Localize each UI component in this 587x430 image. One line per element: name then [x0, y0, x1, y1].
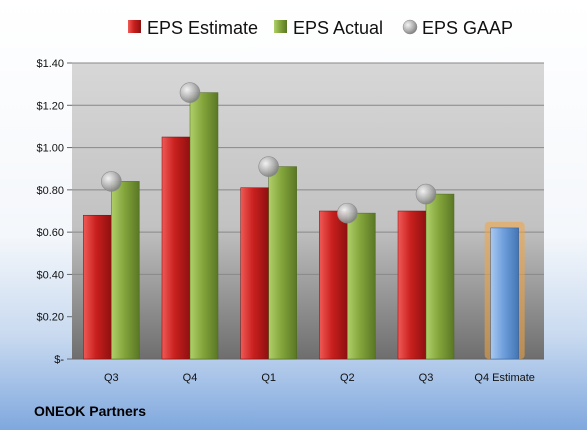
y-tick-label: $0.40	[36, 269, 64, 281]
legend-label: EPS GAAP	[422, 18, 513, 38]
bars	[83, 82, 525, 360]
legend-swatch	[402, 19, 418, 35]
point-eps-gaap	[415, 183, 437, 205]
point-eps-gaap	[179, 82, 201, 103]
bar-eps-estimate	[161, 136, 191, 360]
x-tick-label: Q2	[340, 372, 355, 384]
bar-eps-estimate	[397, 210, 427, 360]
bar-eps-actual	[268, 166, 297, 360]
plot-area	[72, 63, 544, 359]
x-tick-label: Q3	[104, 372, 119, 384]
bar-eps-actual	[189, 92, 219, 360]
legend-label: EPS Actual	[293, 18, 383, 38]
x-tick-label: Q4	[183, 372, 198, 384]
legend-label: EPS Estimate	[147, 18, 258, 38]
legend: EPS Estimate EPS Actual EPS GAAP	[128, 18, 513, 38]
x-axis-ticks: Q3 Q4 Q1 Q2 Q3 Q4 Estimate	[104, 372, 535, 384]
y-tick-label: $0.60	[36, 227, 64, 239]
legend-swatch	[274, 20, 287, 33]
gridlines	[72, 62, 544, 360]
y-tick-label: $-	[54, 354, 64, 366]
x-tick-label: Q4 Estimate	[474, 372, 535, 384]
x-tick-label: Q3	[419, 372, 434, 384]
point-eps-gaap	[258, 156, 279, 177]
bar-eps-estimate	[83, 214, 112, 360]
point-eps-gaap	[101, 171, 122, 192]
bar-eps-actual	[425, 193, 455, 360]
y-tick-label: $0.20	[36, 312, 64, 324]
y-tick-label: $1.40	[36, 58, 64, 70]
bar-q4-estimate	[490, 227, 519, 360]
bar-eps-actual	[347, 212, 376, 360]
y-tick-label: $1.00	[36, 143, 64, 155]
point-eps-gaap	[337, 202, 358, 224]
y-tick-label: $0.80	[36, 185, 64, 197]
y-tick-label: $1.20	[36, 100, 64, 112]
y-axis-ticks: $- $0.20 $0.40 $0.60 $0.80 $1.00 $1.20 $1.40	[36, 58, 72, 366]
bar-eps-estimate	[240, 187, 269, 360]
bar-eps-estimate	[319, 210, 348, 360]
company-name: ONEOK Partners	[34, 403, 146, 419]
x-tick-label: Q1	[261, 372, 276, 384]
legend-swatch	[128, 20, 141, 33]
bar-eps-actual	[111, 181, 140, 360]
